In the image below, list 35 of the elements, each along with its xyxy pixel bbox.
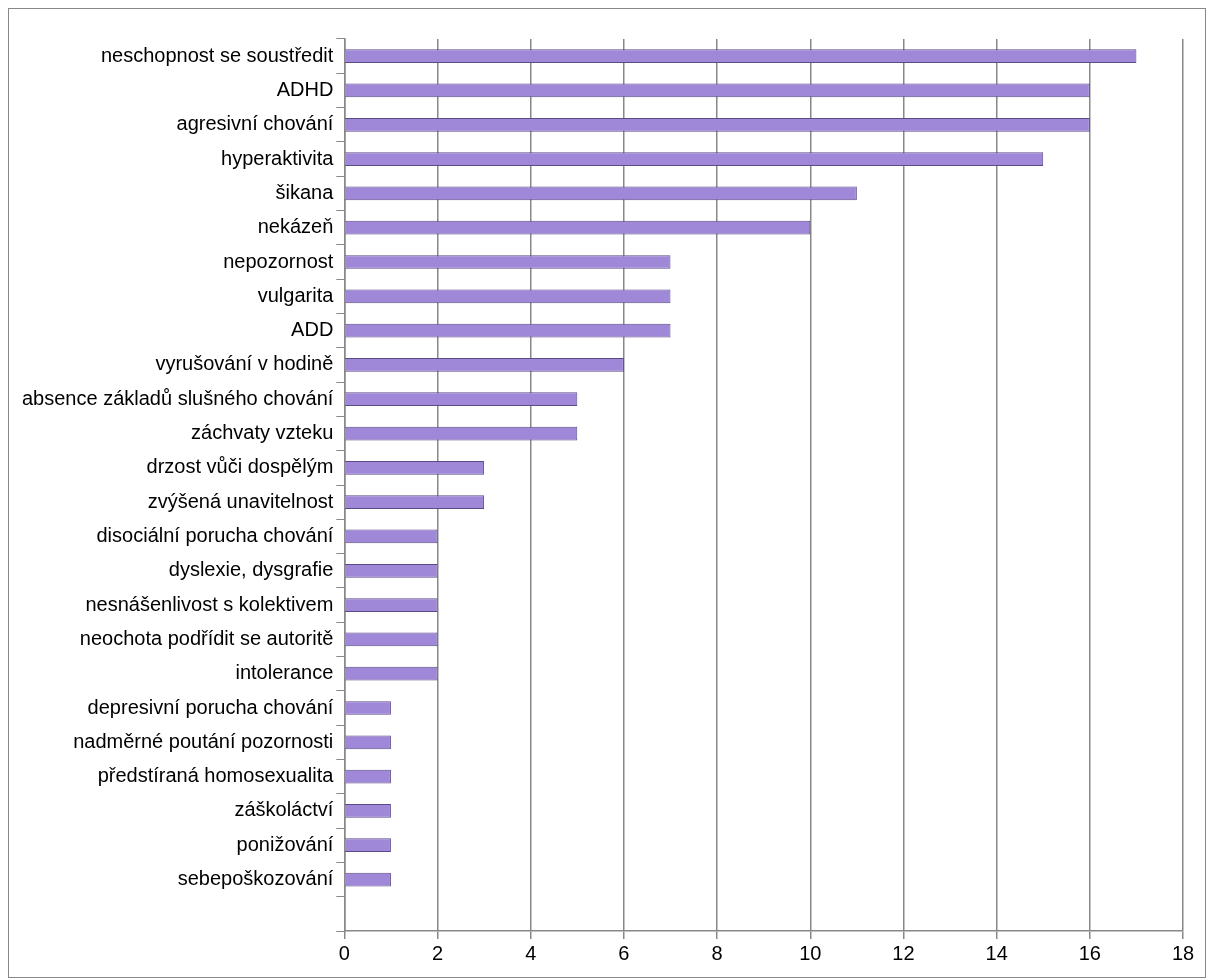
x-tick-label: 8 <box>711 941 723 964</box>
x-tick-label: 10 <box>799 941 822 964</box>
y-tick-label: sebepoškozování <box>177 867 334 890</box>
y-tick-label: drzost vůči dospělým <box>146 455 334 478</box>
x-tick-label: 6 <box>618 941 630 964</box>
x-tick-label: 0 <box>338 941 350 964</box>
y-tick-label: agresivní chování <box>176 112 334 135</box>
x-tick-label: 14 <box>985 941 1008 964</box>
y-tick-label: předstíraná homosexualita <box>97 764 335 787</box>
y-tick-label: hyperaktivita <box>221 146 335 169</box>
y-tick-label: nepozornost <box>223 249 334 272</box>
y-tick-label: nadměrné poutání pozornosti <box>73 729 334 752</box>
y-tick-label: nekázeň <box>257 215 334 238</box>
y-tick-label: neschopnost se soustředit <box>100 43 334 66</box>
y-tick-label: ADD <box>291 318 334 341</box>
y-tick-label: záškoláctví <box>234 798 334 821</box>
y-tick-label: nesnášenlivost s kolektivem <box>85 592 334 615</box>
y-tick-label: ponižování <box>236 832 334 855</box>
y-tick-label: vulgarita <box>257 283 335 306</box>
y-tick-label: neochota podřídit se autoritě <box>79 626 334 649</box>
x-tick-label: 4 <box>525 941 537 964</box>
y-tick-label: ADHD <box>276 77 334 100</box>
y-tick-label: absence základů slušného chování <box>22 386 334 409</box>
y-tick-label: intolerance <box>235 661 334 684</box>
y-tick-label: vyrušování v hodině <box>155 352 334 375</box>
y-tick-label: disociální porucha chování <box>96 523 334 546</box>
y-tick-label: šikana <box>275 180 335 203</box>
x-tick-label: 16 <box>1078 941 1101 964</box>
y-tick-label: zvýšená unavitelnost <box>147 489 334 512</box>
x-tick-label: 12 <box>892 941 915 964</box>
y-tick-label: depresivní porucha chování <box>87 695 334 718</box>
x-tick-label: 2 <box>431 941 444 964</box>
y-tick-label: záchvaty vzteku <box>191 421 334 444</box>
x-tick-label: 18 <box>1171 941 1195 964</box>
y-tick-label: dyslexie, dysgrafie <box>168 558 334 581</box>
